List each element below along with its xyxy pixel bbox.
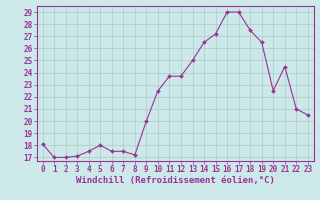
X-axis label: Windchill (Refroidissement éolien,°C): Windchill (Refroidissement éolien,°C) [76, 176, 275, 185]
